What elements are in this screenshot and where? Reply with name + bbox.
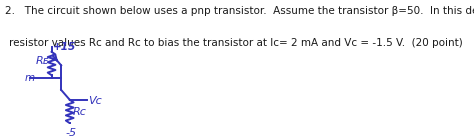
Text: 2.   The circuit shown below uses a pnp transistor.  Assume the transistor β=50.: 2. The circuit shown below uses a pnp tr…: [5, 6, 474, 16]
Text: Rᴇ: Rᴇ: [36, 55, 49, 65]
Text: -5: -5: [65, 128, 77, 138]
Text: resistor values Rᴄ and Rᴄ to bias the transistor at Iᴄ= 2 mA and Vᴄ = -1.5 V.  (: resistor values Rᴄ and Rᴄ to bias the tr…: [9, 38, 463, 48]
Text: m: m: [25, 73, 35, 83]
Text: Vᴄ: Vᴄ: [88, 96, 101, 106]
Text: Rᴄ: Rᴄ: [73, 107, 87, 117]
Text: +15: +15: [53, 42, 76, 52]
